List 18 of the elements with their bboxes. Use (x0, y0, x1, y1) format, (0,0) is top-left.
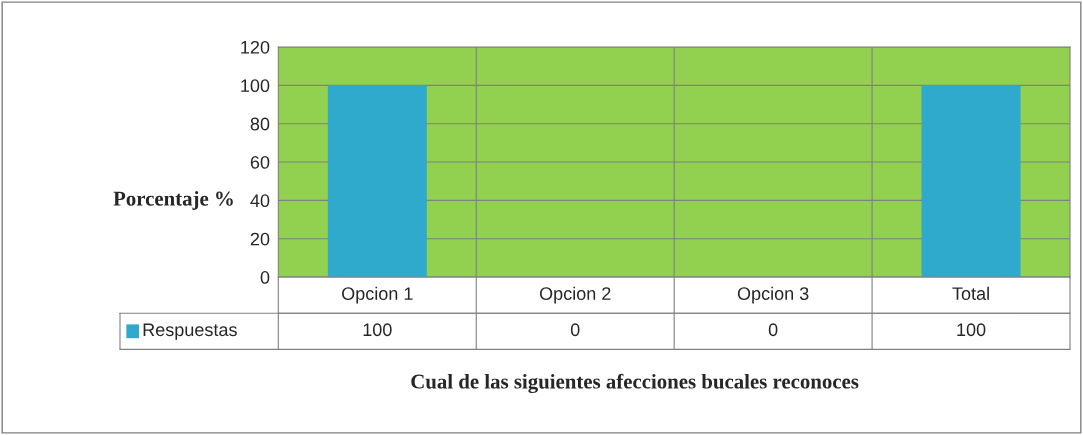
data-label: 0 (570, 323, 580, 337)
y-tick-label: 100 (241, 79, 270, 93)
legend-label: Respuestas (143, 323, 237, 340)
data-label: 100 (363, 323, 392, 337)
y-tick-label: 120 (241, 40, 270, 54)
data-label: 0 (768, 323, 778, 337)
x-tick-label: Opcion 2 (539, 286, 611, 304)
x-tick-label: Opcion 1 (342, 286, 413, 304)
x-tick-label: Opcion 3 (737, 286, 809, 304)
x-axis-title: Cual de las siguientes afecciones bucales reconoces (411, 373, 859, 394)
y-tick-label: 60 (250, 155, 270, 169)
y-tick-label: 80 (250, 117, 270, 131)
y-tick-label: 20 (250, 232, 270, 246)
data-label: 100 (957, 323, 986, 337)
y-tick-label: 40 (250, 194, 270, 208)
x-tick-label: Total (952, 286, 989, 301)
y-tick-label: 0 (260, 271, 270, 284)
y-axis-title: Porcentaje % (113, 191, 233, 210)
